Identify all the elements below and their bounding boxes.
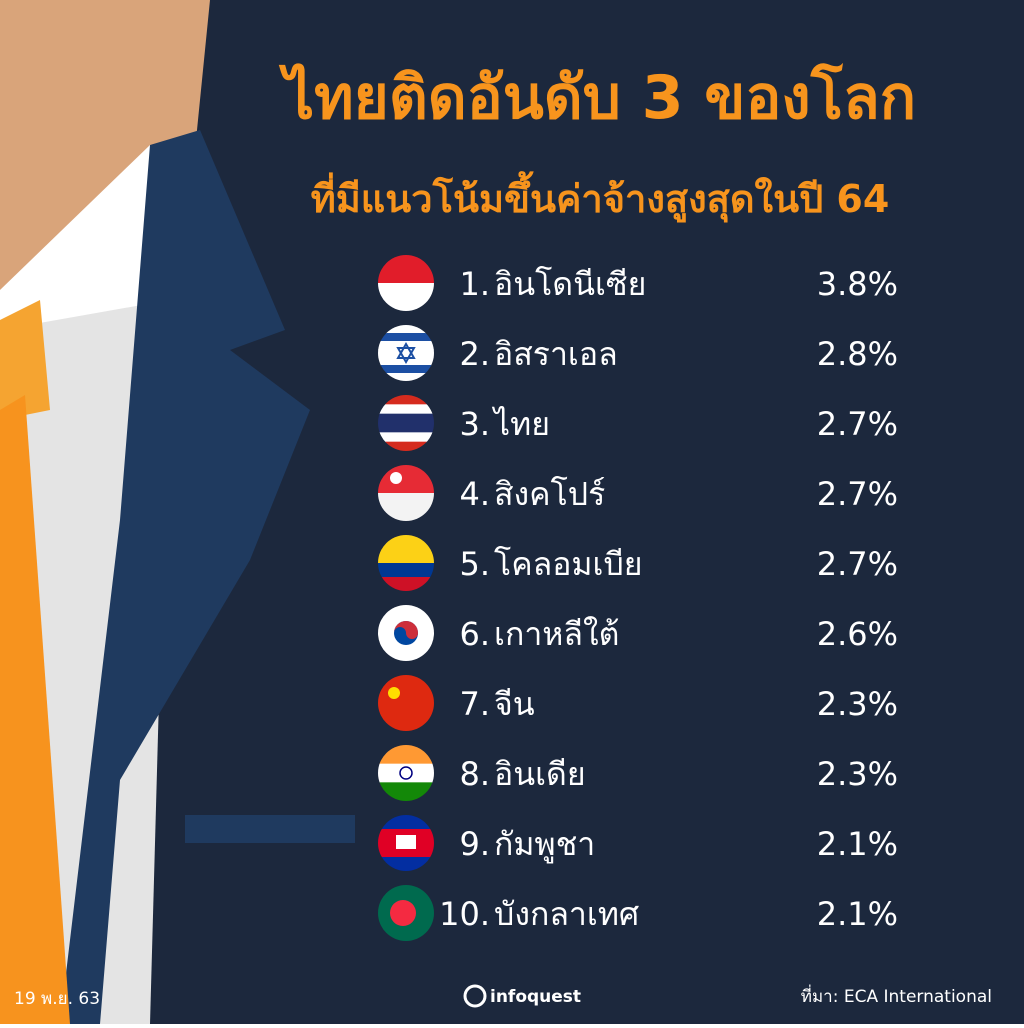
- flag-part: [378, 395, 434, 405]
- value: 2.6%: [817, 615, 898, 653]
- subtitle: ที่มีแนวโน้มขึ้นค่าจ้างสูงสุดในปี 64: [311, 171, 890, 223]
- flag-part: [378, 423, 434, 433]
- rank: 4.: [459, 475, 490, 513]
- flag-part: [378, 333, 434, 342]
- rank: 1.: [459, 265, 490, 303]
- country: อิสราเอล: [494, 335, 618, 373]
- country: โคลอมเบีย: [494, 545, 643, 583]
- flag: [378, 325, 434, 381]
- country: สิงคโปร์: [494, 475, 605, 513]
- rank: 9.: [459, 825, 490, 863]
- value: 2.3%: [817, 755, 898, 793]
- source: ที่มา: ECA International: [801, 984, 992, 1007]
- title: ไทยติดอันดับ 3 ของโลก: [278, 62, 916, 133]
- flag-part: [388, 687, 400, 699]
- flag-part: [396, 835, 416, 849]
- flag-part: [378, 549, 434, 564]
- flag-part: [396, 347, 416, 365]
- value: 2.7%: [817, 475, 898, 513]
- flag-part: [378, 563, 434, 578]
- flag-part: [378, 843, 434, 858]
- flag-part: [378, 782, 434, 801]
- value: 3.8%: [817, 265, 898, 303]
- rank: 10.: [439, 895, 490, 933]
- country: กัมพูชา: [494, 825, 595, 864]
- flag: [378, 605, 434, 661]
- rank: 5.: [459, 545, 490, 583]
- flag: [378, 745, 434, 801]
- flag-part: [394, 621, 418, 639]
- flag-part: [390, 900, 416, 926]
- flag-part: [396, 341, 416, 359]
- value: 2.3%: [817, 685, 898, 723]
- flag-part: [378, 432, 434, 443]
- date: 19 พ.ย. 63: [14, 989, 100, 1009]
- country: อินโดนีเซีย: [494, 265, 646, 303]
- rank: 6.: [459, 615, 490, 653]
- flag-part: [378, 325, 434, 334]
- rank: 3.: [459, 405, 490, 443]
- flag-part: [378, 745, 434, 765]
- country: บังกลาเทศ: [494, 895, 639, 933]
- value: 2.8%: [817, 335, 898, 373]
- value: 2.7%: [817, 405, 898, 443]
- flag: [378, 395, 434, 451]
- flag-part: [390, 472, 402, 484]
- flag-part: [378, 373, 434, 381]
- flag-part: [378, 441, 434, 451]
- flag-part: [378, 349, 434, 358]
- flag: [378, 675, 434, 731]
- brand-logo: [463, 984, 487, 1008]
- flag-part: [378, 365, 434, 374]
- country: จีน: [494, 685, 535, 723]
- value: 2.1%: [817, 895, 898, 933]
- flag-part: [378, 763, 434, 783]
- flag-part: [378, 675, 434, 731]
- flag-part: [378, 404, 434, 415]
- rank: 8.: [459, 755, 490, 793]
- brand: infoquest: [490, 987, 581, 1007]
- country: เกาหลีใต้: [494, 615, 619, 653]
- country: ไทย: [491, 405, 550, 443]
- value: 2.7%: [817, 545, 898, 583]
- flag-part: [378, 413, 434, 424]
- figure: [0, 0, 355, 1024]
- country: อินเดีย: [494, 755, 586, 793]
- flag: [378, 885, 434, 941]
- rank: 2.: [459, 335, 490, 373]
- value: 2.1%: [817, 825, 898, 863]
- flag-part: [399, 766, 413, 780]
- rank: 7.: [459, 685, 490, 723]
